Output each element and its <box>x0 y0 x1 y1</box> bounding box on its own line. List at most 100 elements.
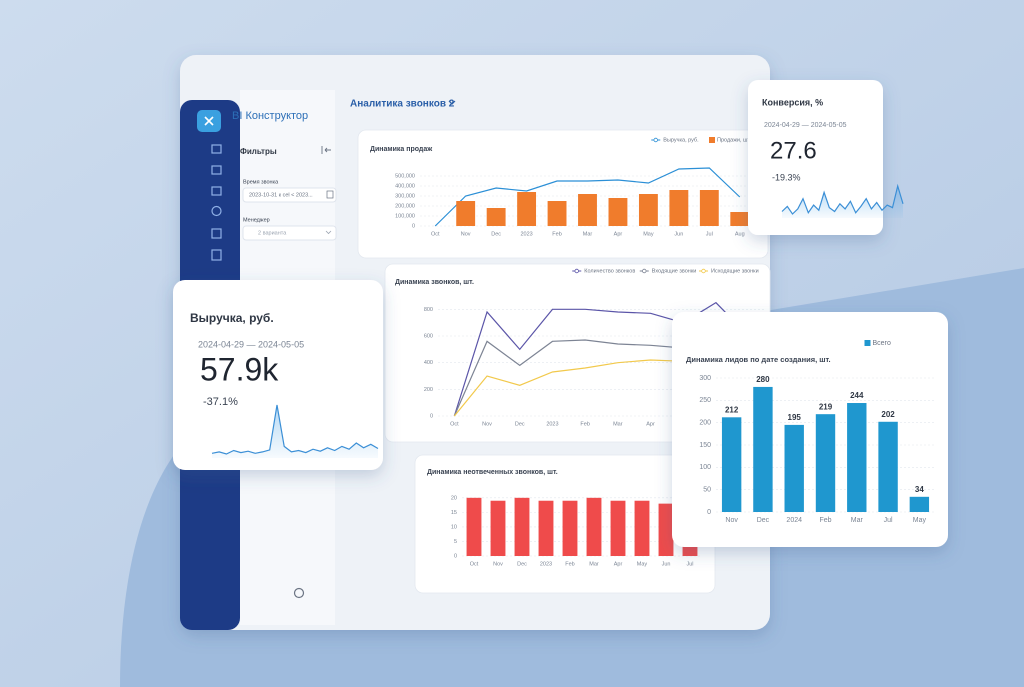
x-tick-label: Jun <box>662 561 671 567</box>
line <box>434 167 741 227</box>
x-tick-label: 2023 <box>540 561 552 567</box>
logo: BI Конструктор <box>232 110 308 122</box>
x-tick-label: Oct <box>470 561 479 567</box>
bar <box>490 500 506 556</box>
x-tick-label: Mar <box>589 561 599 567</box>
missed-calls-chart: Динамика неотвеченных звонков, шт. 0 5 10 1… <box>414 454 716 594</box>
card-title: Конверсия, % <box>762 97 823 107</box>
conversion-card-content: Конверсия, % 2024-04-29 — 2024-05-05 27.… <box>762 97 904 218</box>
collapse-icon[interactable] <box>321 146 331 154</box>
manager-select[interactable] <box>242 225 337 241</box>
x-tick-label: Nov <box>493 561 503 567</box>
sparkline-area <box>212 405 378 458</box>
dashboard-title[interactable]: Аналитика звонков 2 <box>350 99 455 110</box>
nav-icon[interactable] <box>211 144 222 154</box>
revenue-card-content: Выручка, руб. 2024-04-29 — 2024-05-05 57… <box>190 311 379 458</box>
nav-icon[interactable] <box>211 249 222 261</box>
chart-title: Динамика звонков, шт. <box>395 279 474 286</box>
legend-swatch <box>709 137 715 143</box>
conversion-card <box>748 80 883 235</box>
legend-label: Входящие звонки <box>652 268 697 274</box>
x-tick-label: Mar <box>613 421 623 427</box>
y-tick-label: 200 <box>424 387 433 393</box>
filter-label: Менеджер <box>243 217 270 223</box>
bar <box>753 386 773 512</box>
bar <box>847 403 867 512</box>
legend-label: Выручка, руб. <box>663 137 699 143</box>
select-arrow <box>325 230 332 235</box>
settings-icon[interactable] <box>293 587 305 599</box>
dropdown-icon[interactable] <box>448 100 456 105</box>
y-tick-label: 300,000 <box>395 193 415 199</box>
x-tick-label: Feb <box>819 517 831 524</box>
bar <box>517 192 537 226</box>
y-tick-label: 0 <box>412 223 415 229</box>
y-tick-label: 400,000 <box>395 183 415 189</box>
bar <box>486 208 506 226</box>
y-tick-label: 5 <box>454 539 457 545</box>
y-tick-label: 0 <box>454 553 457 559</box>
legend-label: Всего <box>873 340 891 347</box>
data-label: 34 <box>915 485 924 494</box>
bar <box>538 500 554 556</box>
leads-chart: Динамика лидов по дате создания, шт. 0 50… <box>686 340 935 524</box>
nav-icon[interactable] <box>211 165 222 175</box>
nav-icon[interactable] <box>211 186 222 196</box>
x-tick-label: Feb <box>580 421 589 427</box>
x-tick-label: Dec <box>515 421 525 427</box>
bar <box>721 417 742 512</box>
x-tick-label: Apr <box>614 231 623 237</box>
card-value: 57.9k <box>200 351 279 387</box>
x-tick-label: Mar <box>851 517 864 524</box>
nav-icon[interactable] <box>211 228 222 239</box>
bar <box>466 497 482 556</box>
sparkline-line <box>211 404 379 455</box>
bar <box>784 424 804 512</box>
x-tick-label: Apr <box>646 421 655 427</box>
legend-swatch <box>701 268 706 274</box>
bar <box>608 198 628 226</box>
nav-icon[interactable] <box>211 205 222 217</box>
calendar-icon <box>326 190 334 199</box>
bar <box>658 503 674 556</box>
x-tick-label: Jul <box>686 561 693 567</box>
x-tick-label: Feb <box>552 231 561 237</box>
date-input[interactable] <box>242 187 337 203</box>
chart-title: Динамика лидов по дате создания, шт. <box>686 355 831 364</box>
x-tick-label: Mar <box>583 231 593 237</box>
y-tick-label: 10 <box>451 524 457 530</box>
x-tick-label: Dec <box>491 231 501 237</box>
sales-chart: Динамика продаж 0 100,000 200,000 300,000 40… <box>357 129 769 259</box>
y-tick-label: 50 <box>703 487 711 494</box>
x-tick-label: Nov <box>482 421 492 427</box>
x-tick-label: Jul <box>706 231 713 237</box>
filter-value: 2 варианта <box>258 230 287 236</box>
y-tick-label: 150 <box>699 442 711 449</box>
y-tick-label: 100 <box>699 464 711 471</box>
bar <box>909 496 930 512</box>
bar <box>586 497 602 556</box>
data-label: 244 <box>850 391 864 400</box>
y-tick-label: 100,000 <box>395 213 415 219</box>
y-tick-label: 600 <box>424 333 433 339</box>
legend-swatch <box>653 137 658 143</box>
card-frame <box>173 280 383 470</box>
x-tick-label: May <box>913 517 927 524</box>
bar <box>730 212 750 226</box>
filter-value: 2023-10-31 к cel < 2023... <box>249 192 313 198</box>
sparkline <box>781 183 904 218</box>
legend-swatch <box>864 340 871 346</box>
legend-swatch <box>642 268 647 274</box>
sidebar-icons <box>211 144 222 261</box>
bar <box>514 497 530 556</box>
revenue-card <box>173 280 383 470</box>
card-change: -37.1% <box>203 396 238 408</box>
x-tick-label: Oct <box>431 231 440 237</box>
close-icon <box>204 116 214 126</box>
bar <box>562 500 578 556</box>
filters-title: Фильтры <box>240 147 277 156</box>
x-tick-label: Dec <box>517 561 527 567</box>
bar <box>547 201 567 226</box>
